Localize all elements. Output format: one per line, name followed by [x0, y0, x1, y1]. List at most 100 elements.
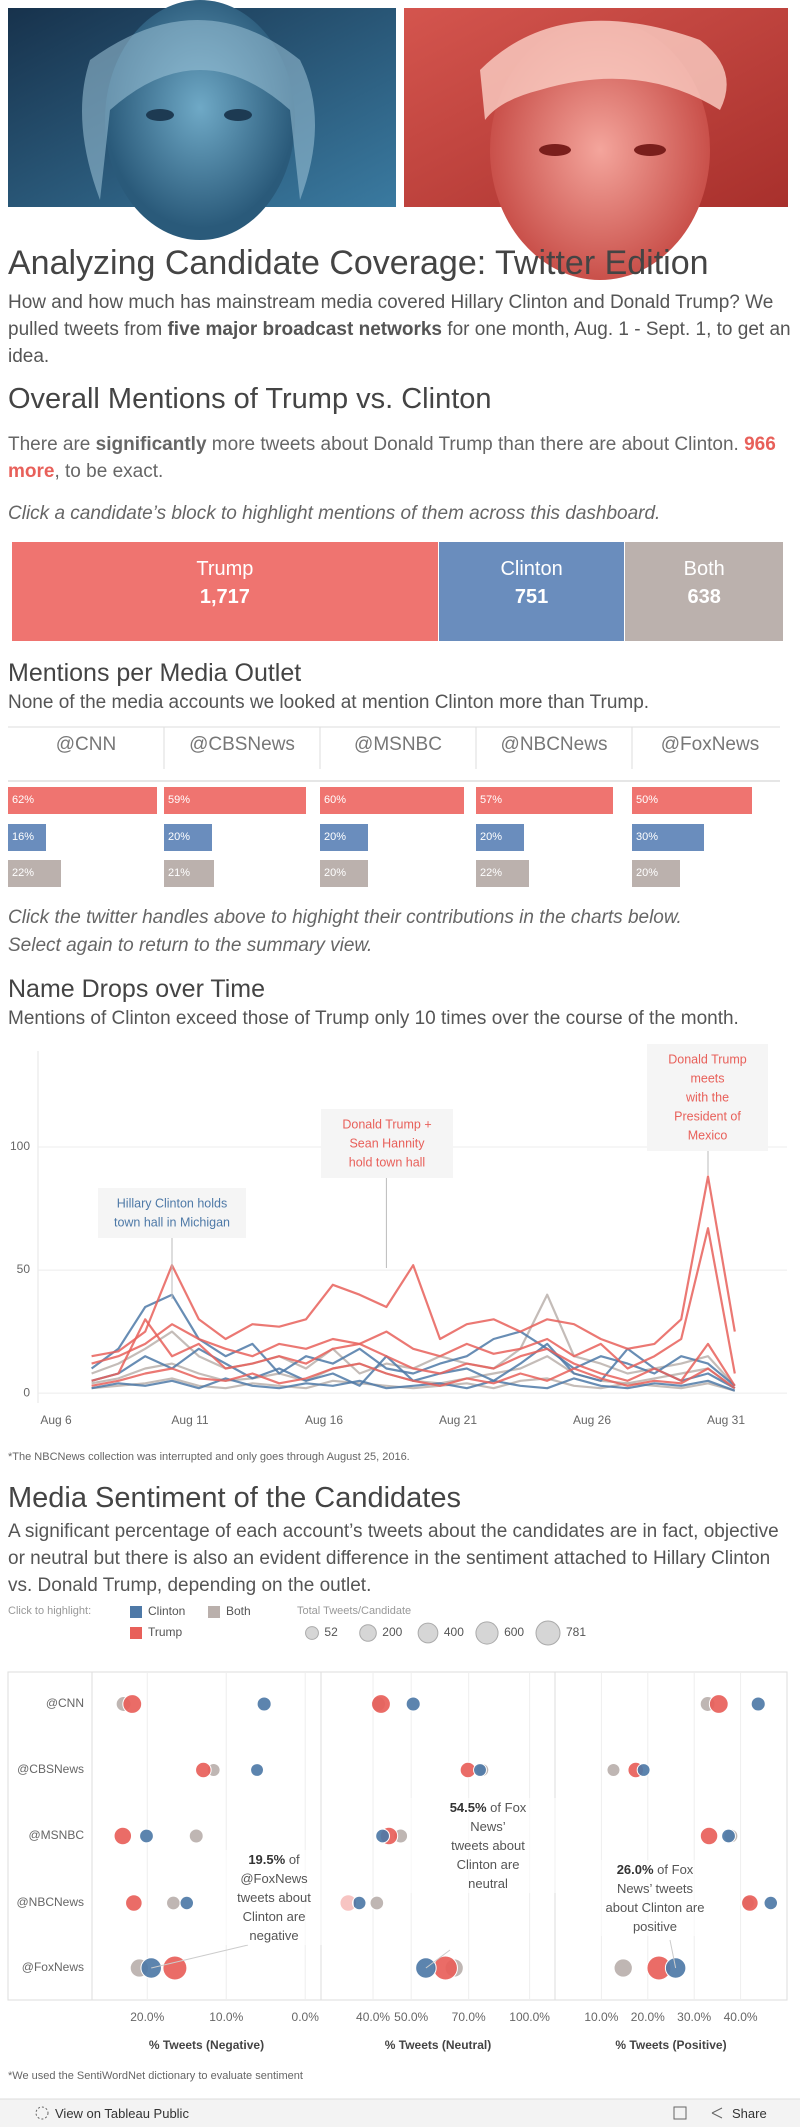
annotation-line: News’ tweets [575, 1879, 735, 1898]
size-legend-circle [359, 1624, 377, 1642]
annotation-text: News’ [470, 1819, 506, 1834]
legend-text: Trump [148, 1625, 183, 1639]
share-bar: 20% [632, 860, 680, 887]
share-bar: 59% [164, 787, 306, 814]
candidate-block[interactable]: Both 638 [625, 542, 783, 641]
annotation-text: Sean Hannity [349, 1136, 425, 1150]
y-tick-label: 100 [10, 1139, 30, 1153]
sentiment-dot [405, 1696, 421, 1712]
candidate-name: Both [683, 558, 725, 580]
mention-line [91, 1175, 736, 1358]
text-run: significantly [95, 434, 207, 455]
annotation-bold: 26.0% [616, 1862, 654, 1877]
x-tick-label: 20.0% [130, 2010, 164, 2024]
x-tick-label: 50.0% [394, 2010, 428, 2024]
size-legend-label: 600 [504, 1625, 524, 1639]
sentiment-dot [139, 1828, 154, 1844]
text-run: for one month, Aug. 1 - Sept. 1, to get … [8, 319, 791, 367]
section-title: Media Sentiment of the Candidates [8, 1482, 461, 1514]
annotation-line: neutral [408, 1874, 568, 1893]
outlet-handle[interactable]: @CBSNews [189, 734, 295, 755]
annotation-text: hold town hall [349, 1155, 425, 1169]
annotation-text: positive [632, 1919, 678, 1934]
dashboard-title: Analyzing Candidate Coverage: Twitter Ed… [8, 244, 709, 282]
size-legend-circle [475, 1621, 499, 1645]
section-subtitle: None of the media accounts we looked at … [8, 692, 650, 713]
annotation-box [647, 1044, 768, 1151]
legend-label: Click to highlight: [8, 1605, 92, 1617]
size-legend-label: 200 [382, 1625, 402, 1639]
intro-text: How and how much has mainstream media co… [8, 289, 793, 370]
annotation-text: about Clinton are [605, 1900, 705, 1915]
annotation-leader [151, 1944, 249, 1969]
annotation-line: 54.5% of Fox [408, 1798, 568, 1817]
toolbar-icon [35, 2106, 49, 2120]
sentiment-dot [763, 1895, 779, 1911]
mention-line [91, 1318, 736, 1387]
annotation-text: neutral [468, 1876, 508, 1891]
annotation-line: Clinton are [408, 1855, 568, 1874]
annotation-text: Mexico [688, 1128, 728, 1142]
candidate-block[interactable]: Trump 1,717 [12, 542, 438, 641]
annotation-text: Hillary Clinton holds [117, 1196, 227, 1210]
row-label: @CNN [46, 1696, 84, 1710]
share-label: 30% [636, 830, 659, 843]
annotation-text: Clinton are [456, 1857, 520, 1872]
share-bar: 20% [320, 860, 368, 887]
clinton-photo [8, 0, 396, 240]
axis-title: % Tweets (Neutral) [385, 2038, 491, 2052]
instruction: Click a candidate’s block to highlight m… [8, 503, 661, 524]
candidate-block[interactable]: Clinton 751 [438, 542, 625, 641]
annotation-bold: 54.5% [449, 1800, 487, 1815]
x-tick-label: 0.0% [292, 2010, 320, 2024]
text-run: There are [8, 434, 96, 455]
outlet-handle[interactable]: @MSNBC [354, 734, 442, 755]
candidate-count: 1,717 [199, 586, 250, 608]
sentiment-dot [369, 1895, 385, 1911]
share-bar: 21% [164, 860, 215, 887]
annotation-text: News’ tweets [616, 1881, 694, 1896]
x-tick-label: 40.0% [356, 2010, 390, 2024]
share-label: 16% [12, 830, 35, 843]
row-label: @FoxNews [22, 1960, 84, 1974]
x-tick-label: 100.0% [509, 2010, 550, 2024]
sentiment-dot [195, 1761, 212, 1779]
toolbar-link[interactable]: View on Tableau Public [55, 2106, 189, 2121]
sentiment-dot [113, 1826, 133, 1846]
annotation-line: tweets about [408, 1836, 568, 1855]
sentiment-dot [166, 1895, 181, 1911]
annotation-text: with the [685, 1090, 729, 1104]
sentiment-dot [721, 1828, 736, 1844]
share-label: 22% [480, 867, 503, 879]
share-label: 57% [480, 794, 503, 806]
annotation-text: @FoxNews [240, 1871, 308, 1886]
share-bar: 20% [476, 823, 524, 851]
annotation-text: town hall in Michigan [114, 1215, 230, 1229]
sentiment-dot [140, 1957, 162, 1979]
annotation-line: negative [194, 1926, 354, 1945]
outlet-handle[interactable]: @CNN [55, 734, 117, 755]
annotation-text: of [285, 1852, 300, 1867]
annotation-leader [425, 1949, 451, 1969]
toolbar-share[interactable]: Share [732, 2106, 767, 2121]
share-bar: 30% [632, 823, 704, 851]
annotation-text: negative [249, 1928, 299, 1943]
legend-swatch [130, 1627, 142, 1639]
row-label: @NBCNews [16, 1895, 84, 1909]
size-legend-label: 52 [324, 1625, 338, 1639]
sentiment-dot [606, 1763, 621, 1777]
annotation-line: Clinton are [194, 1907, 354, 1926]
legend-text: Clinton [148, 1604, 185, 1618]
share-bar: 20% [164, 823, 212, 851]
outlet-handle[interactable]: @FoxNews [660, 734, 760, 755]
footnote: *We used the SentiWordNet dictionary to … [8, 2070, 303, 2082]
share-label: 20% [324, 830, 347, 843]
sentiment-dot [125, 1894, 143, 1912]
outlet-handle[interactable]: @NBCNews [500, 734, 608, 755]
annotation: 19.5% of @FoxNews tweets about Clinton are n… [194, 1850, 354, 1945]
annotation-line: positive [575, 1917, 735, 1936]
share-label: 20% [324, 867, 347, 879]
annotation-line: tweets about [194, 1888, 354, 1907]
legend-text: Both [226, 1604, 251, 1618]
